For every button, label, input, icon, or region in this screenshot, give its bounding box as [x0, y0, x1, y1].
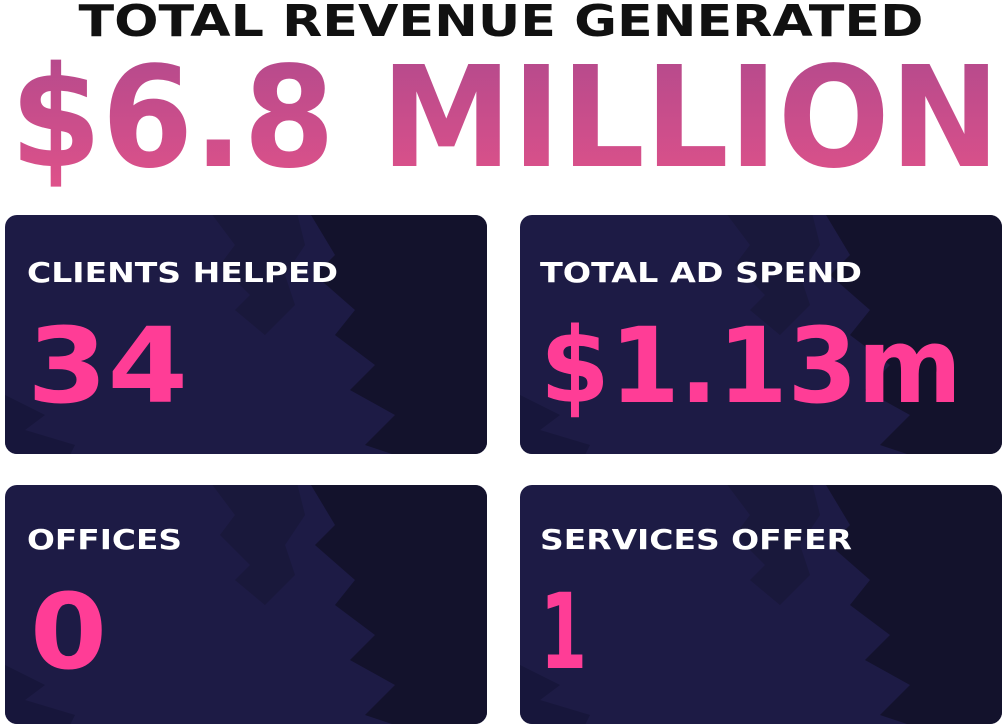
card-label: OFFICES: [27, 523, 182, 556]
card-label: SERVICES OFFER: [540, 523, 852, 556]
revenue-amount: $6.8 MILLION: [10, 37, 1000, 200]
stat-card: CLIENTS HELPED 34: [5, 215, 487, 454]
stat-card: OFFICES 0: [5, 485, 487, 724]
card-label: CLIENTS HELPED: [27, 256, 338, 289]
title: TOTAL REVENUE GENERATED: [79, 0, 924, 47]
card-value: $1.13m: [540, 305, 962, 427]
stat-card: SERVICES OFFER 1: [520, 485, 1002, 724]
card-label: TOTAL AD SPEND: [540, 256, 862, 289]
card-value: 34: [27, 305, 188, 427]
card-value: 1: [540, 571, 587, 693]
stat-card: TOTAL AD SPEND $1.13m: [520, 215, 1002, 454]
card-value: 0: [30, 571, 107, 693]
